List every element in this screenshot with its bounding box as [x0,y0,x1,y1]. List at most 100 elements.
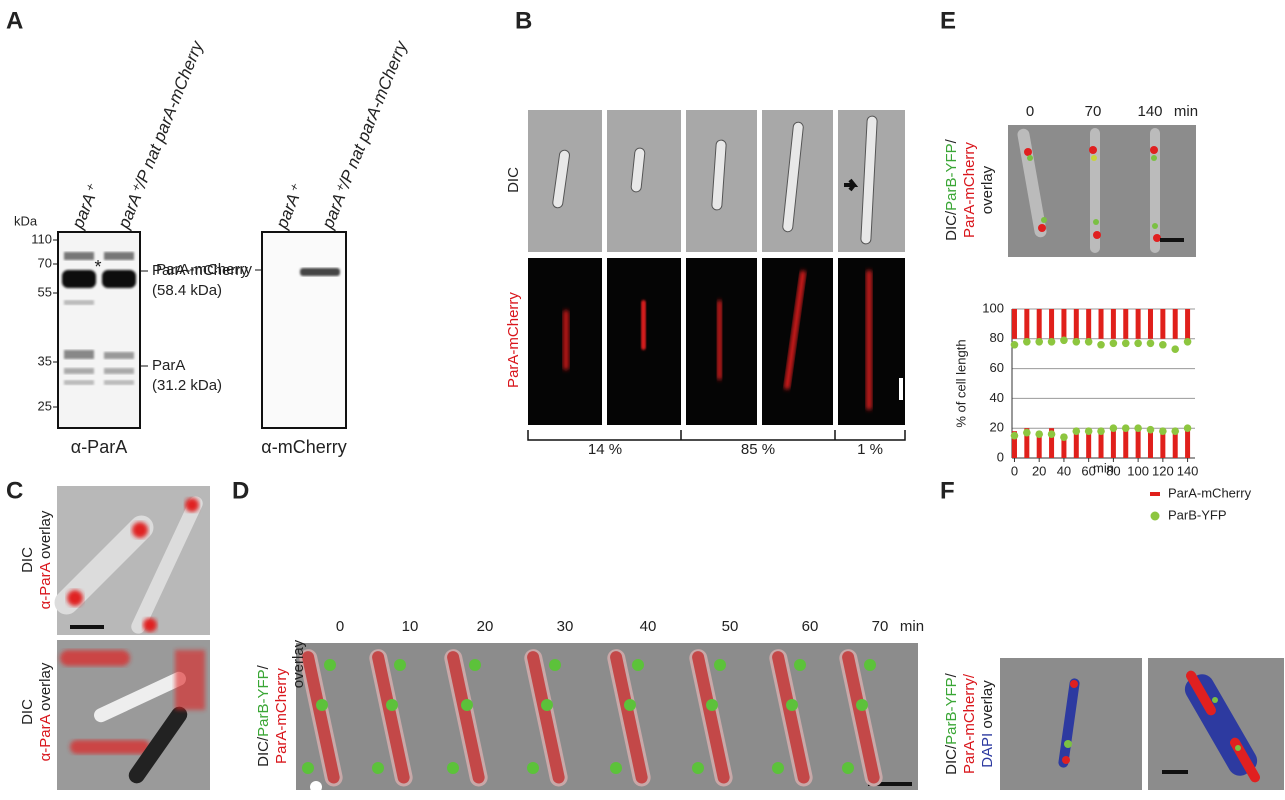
blot-label: α-mCherry [261,437,346,457]
panel-letter: F [940,477,955,504]
time-label: 10 [402,618,419,635]
bar [1073,428,1079,458]
point [1010,431,1019,440]
point [1035,430,1044,438]
bar [1123,428,1129,458]
point [1097,340,1105,349]
legend-label: ParB-YFP [1168,507,1227,522]
band-label: (31.2 kDa) [152,377,222,394]
cell-signal [302,651,340,784]
bar [1086,428,1092,458]
time-label: 0 [336,618,344,635]
x-axis-label: min [1093,460,1114,475]
bar [1098,428,1104,458]
dic-images [528,110,905,252]
focus [316,699,328,711]
label-part: ParB-YFP [943,143,960,211]
asterisk: * [94,257,101,277]
x-tick-label: 60 [1081,463,1095,478]
cell-signal [772,651,810,784]
blot-label: α-ParA [71,437,127,457]
image-label: DIC [19,547,36,573]
point [1183,337,1192,346]
focus [714,659,726,671]
image-label: α-ParA overlay [37,662,54,761]
focus [386,699,398,711]
y-tick-label: 80 [990,330,1004,345]
label-part: DIC/ [255,736,272,767]
bar [1098,309,1104,339]
time-unit: min [1174,103,1198,120]
label-part: α-ParA [37,714,54,761]
focus [842,762,854,774]
panel-letter: A [6,7,23,34]
bar [1011,431,1017,458]
point [1097,427,1105,435]
bar [1160,309,1166,339]
row-label: DIC [505,167,522,193]
bar [1147,309,1153,339]
focus [324,659,336,671]
image-label: DIC/ParB-YFP/ [943,672,960,775]
label-part: ParB-YFP [255,669,272,737]
focus [527,762,539,774]
point [1047,337,1056,346]
point [1023,428,1031,437]
bar [1185,428,1191,458]
fraction: 14 % [588,441,622,458]
image-label: overlay [290,639,307,688]
point [1084,427,1093,435]
label-part: ParB-YFP [943,677,960,745]
band-label: (58.4 kDa) [152,282,222,299]
image-label: α-ParA overlay [37,510,54,609]
point [1060,433,1068,441]
time-label: 50 [722,618,739,635]
legend-label: ParA-mCherry [1168,485,1252,500]
point [1072,427,1081,435]
lane-label: parA⁺/P nat parA-mCherry [318,37,412,232]
bar [1110,309,1116,339]
time-lapse-image [296,643,918,793]
point [1171,427,1180,435]
focus [541,699,553,711]
image-label: DIC [19,699,36,725]
image-label: DAPI overlay [979,680,996,768]
fraction: 1 % [857,441,883,458]
blot-1 [53,231,148,429]
bar [1036,309,1042,339]
point [1183,424,1192,433]
label-part: overlay [37,510,54,563]
bar [1036,431,1042,458]
point [1134,339,1142,348]
point [1159,340,1167,349]
point [1171,345,1180,354]
x-tick-label: 80 [1106,463,1120,478]
y-axis-label: % of cell length [953,339,968,427]
focus [692,762,704,774]
x-tick-label: 120 [1152,463,1174,478]
focus [772,762,784,774]
bar [1135,309,1141,339]
bar [1147,428,1153,458]
point [1084,337,1093,346]
cell-signal [372,651,410,784]
time-label: 70 [872,618,889,635]
bar [1011,309,1017,339]
fraction: 85 % [741,441,775,458]
focus [447,762,459,774]
overlay-images [54,486,210,790]
legend-swatch [1150,511,1160,521]
label-part: DIC/ [943,210,960,241]
time-label: 70 [1085,103,1102,120]
row-label: ParA-mCherry [505,292,522,388]
y-tick-label: 0 [997,449,1004,464]
panel-letter: C [6,477,23,504]
focus [610,762,622,774]
focus [706,699,718,711]
bar [1172,309,1178,339]
marker: 55 [38,284,52,299]
focus [864,659,876,671]
lane-label: parA⁺ [68,181,104,233]
lane-label: parA⁺/P nat parA-mCherry [114,37,208,232]
